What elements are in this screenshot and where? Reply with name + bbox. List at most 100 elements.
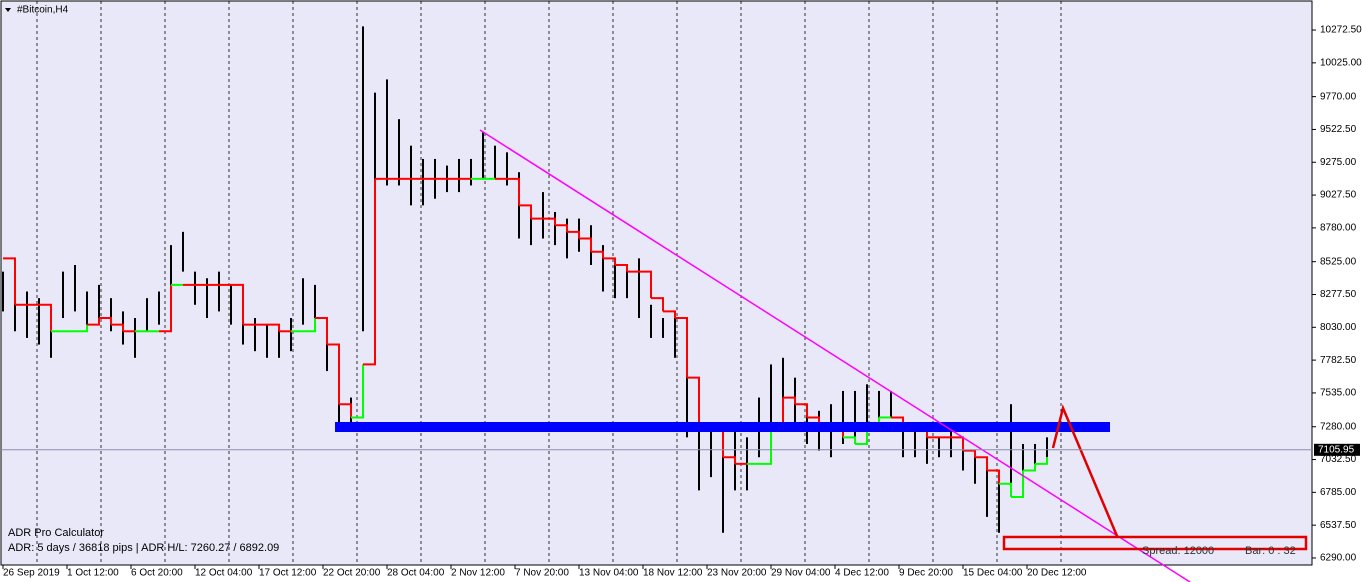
chart-title: #Bitcoin,H4	[17, 5, 69, 16]
y-tick-label: 9275.00	[1320, 157, 1357, 168]
indicator-segment	[807, 416, 820, 425]
indicator-segment	[39, 303, 52, 332]
indicator-segment	[987, 469, 1000, 484]
y-tick-label: 9522.50	[1320, 124, 1357, 135]
price-bar	[566, 218, 568, 259]
price-bar	[362, 26, 364, 332]
indicator-segment	[663, 310, 676, 319]
indicator-segment	[975, 456, 988, 471]
price-bar	[614, 258, 616, 299]
x-tick-label: 9 Dec 20:00	[899, 568, 953, 579]
price-bar	[890, 390, 892, 418]
price-bar	[926, 437, 928, 464]
x-tick-label: 6 Oct 20:00	[131, 568, 183, 579]
x-tick-label: 17 Oct 12:00	[259, 568, 317, 579]
y-tick-label: 6290.00	[1320, 553, 1357, 564]
price-bar	[770, 364, 772, 425]
price-bar	[1034, 443, 1036, 464]
price-bar	[170, 245, 172, 292]
price-bar	[650, 304, 652, 338]
price-bar	[962, 450, 964, 471]
indicator-segment	[303, 318, 316, 333]
indicator-segment	[555, 224, 568, 232]
price-bar	[842, 390, 844, 444]
price-bar	[458, 158, 460, 193]
indicator-segment	[231, 283, 244, 325]
indicator-segment	[327, 343, 340, 405]
price-bar	[314, 284, 316, 319]
price-bar	[62, 271, 64, 319]
indicator-segment	[843, 436, 856, 444]
y-tick-label: 6537.50	[1320, 520, 1357, 531]
indicator-segment	[87, 318, 100, 326]
price-bar	[218, 271, 220, 312]
indicator-segment	[519, 204, 532, 219]
x-tick-label: 29 Nov 04:00	[771, 568, 831, 579]
price-bar	[950, 430, 952, 458]
y-tick-label: 7032.50	[1320, 454, 1357, 465]
indicator-segment	[639, 270, 652, 299]
price-bar	[38, 298, 40, 345]
price-bar	[530, 205, 532, 246]
price-bar	[194, 271, 196, 305]
price-bar	[674, 311, 676, 358]
price-bar	[854, 390, 856, 438]
price-bar	[482, 132, 484, 179]
price-bar	[86, 291, 88, 325]
price-bar	[878, 390, 880, 418]
x-tick-label: 18 Nov 12:00	[643, 568, 703, 579]
x-tick-label: 15 Dec 04:00	[963, 568, 1023, 579]
x-tick-label: 7 Nov 20:00	[515, 568, 569, 579]
price-bar	[686, 371, 688, 438]
price-bar	[710, 424, 712, 478]
y-tick-label: 7280.00	[1320, 421, 1357, 432]
price-bar	[470, 158, 472, 186]
indicator-segment	[723, 456, 736, 464]
price-bar	[662, 318, 664, 338]
indicator-segment	[99, 317, 112, 325]
price-bar	[158, 291, 160, 325]
indicator-segment	[1011, 470, 1024, 498]
indicator-segment	[591, 250, 604, 259]
price-bar	[1010, 404, 1012, 491]
price-bar	[242, 311, 244, 345]
indicator-segment	[3, 257, 16, 305]
x-tick-label: 20 Dec 12:00	[1027, 568, 1087, 579]
indicator-segment	[651, 297, 664, 312]
support-zone	[335, 422, 1110, 432]
y-tick-label: 8030.00	[1320, 322, 1357, 333]
price-bar	[398, 119, 400, 186]
price-bar	[914, 430, 916, 458]
price-bar	[902, 417, 904, 458]
target-box	[1002, 535, 1308, 551]
indicator-segment	[783, 396, 796, 405]
x-tick-label: 13 Nov 04:00	[579, 568, 639, 579]
price-bar	[230, 284, 232, 325]
price-bar	[938, 437, 940, 458]
x-tick-label: 2 Nov 12:00	[451, 568, 505, 579]
y-tick-label: 7535.00	[1320, 388, 1357, 399]
indicator-segment	[567, 230, 580, 239]
price-bar	[266, 324, 268, 358]
x-tick-label: 22 Oct 20:00	[323, 568, 381, 579]
x-tick-label: 12 Oct 04:00	[195, 568, 253, 579]
y-tick-label: 8277.50	[1320, 289, 1357, 300]
x-tick-label: 4 Dec 12:00	[835, 568, 889, 579]
bar-info: Bar: 0 : 32	[1245, 545, 1296, 557]
y-tick-label: 7782.50	[1320, 355, 1357, 366]
price-bar	[974, 457, 976, 484]
y-tick-label: 8780.00	[1320, 223, 1357, 234]
indicator-segment	[351, 364, 364, 419]
y-tick-label: 9770.00	[1320, 91, 1357, 102]
adr-title: ADR Pro Calculator	[8, 527, 104, 539]
price-bar	[74, 265, 76, 312]
plot-area	[0, 0, 1313, 566]
price-bar	[782, 357, 784, 405]
price-bar	[374, 92, 376, 199]
spread-info: Spread: 12000	[1142, 545, 1214, 557]
price-bar	[626, 265, 628, 299]
price-bar	[146, 298, 148, 332]
price-bar	[386, 79, 388, 186]
price-bar	[422, 158, 424, 206]
